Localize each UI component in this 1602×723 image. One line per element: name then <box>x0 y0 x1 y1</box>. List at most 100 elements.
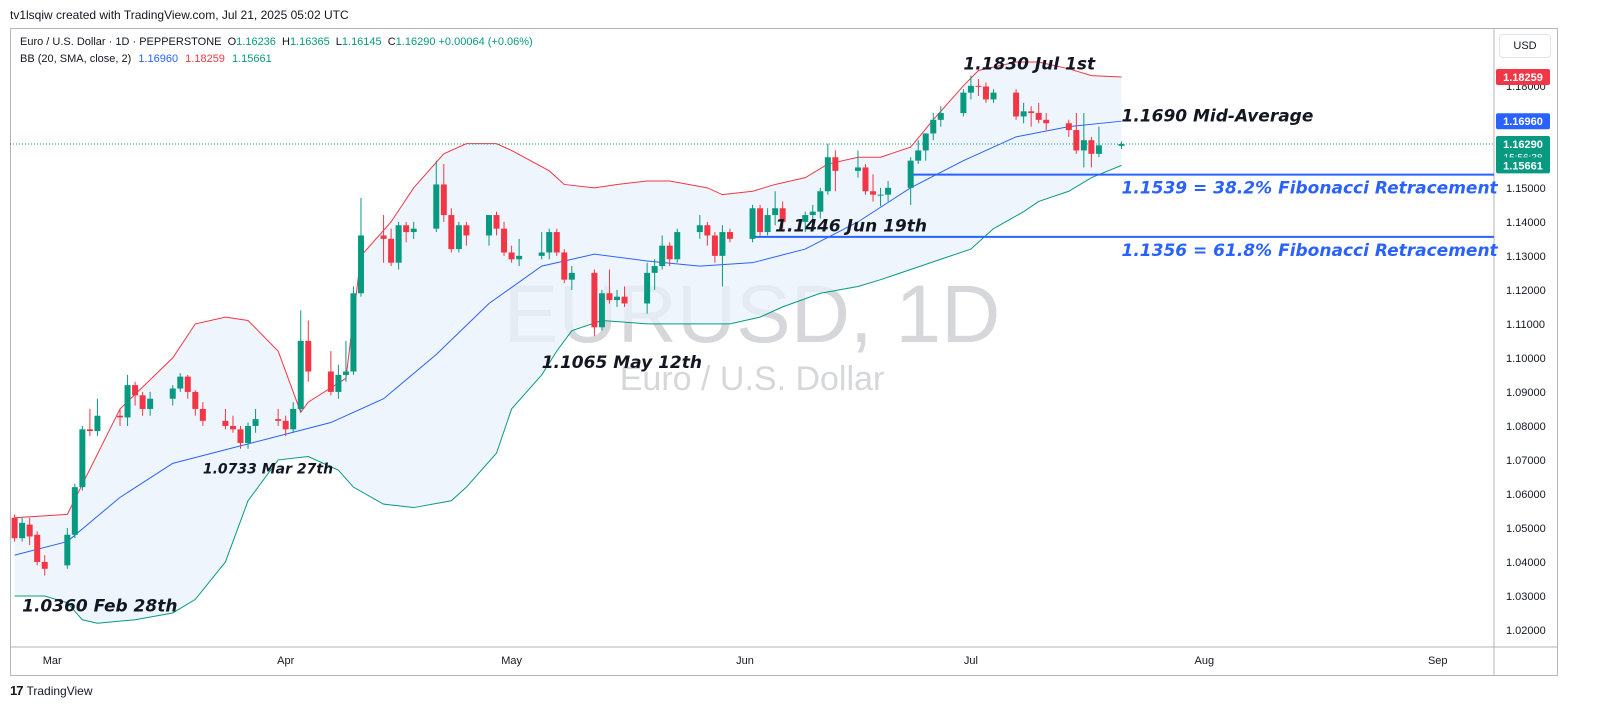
high-value: 1.16365 <box>289 36 330 48</box>
candle <box>245 422 252 449</box>
price-label-text: 1.18259 <box>1503 72 1543 84</box>
candle-body <box>621 296 628 304</box>
candle-body <box>222 420 229 426</box>
candle <box>990 89 997 103</box>
candle-body <box>960 92 967 114</box>
bb-label[interactable]: BB (20, SMA, close, 2) <box>20 53 132 65</box>
candle <box>380 215 387 263</box>
candle <box>184 374 191 399</box>
candle <box>982 82 989 103</box>
candle <box>606 269 613 304</box>
time-tick-label: May <box>501 655 522 667</box>
candle <box>79 425 86 491</box>
candle <box>967 75 974 100</box>
candle-body <box>1020 111 1027 117</box>
bb-upper-value: 1.18259 <box>185 53 225 65</box>
candle <box>1035 102 1042 124</box>
candle <box>621 286 628 307</box>
price-tick-label: 1.14000 <box>1506 217 1546 229</box>
candle-body <box>192 391 199 409</box>
candle <box>34 531 41 566</box>
candle <box>410 221 417 239</box>
candle-body <box>817 191 824 212</box>
candle-body <box>885 187 892 195</box>
candle-body <box>455 225 462 250</box>
candle-body <box>199 408 206 421</box>
candle <box>41 555 48 576</box>
candle <box>357 198 364 297</box>
candle <box>922 133 929 161</box>
candle-body <box>440 184 447 216</box>
candle <box>94 398 101 437</box>
chart-annotation: 1.1356 = 61.8% Fibonacci Retracement <box>1122 241 1499 261</box>
currency-button[interactable]: USD <box>1499 34 1551 58</box>
chart-annotation: 1.1539 = 38.2% Fibonacci Retracement <box>1122 179 1499 199</box>
candle <box>290 402 297 433</box>
chart-credit: tv1lsqiw created with TradingView.com, J… <box>10 8 349 22</box>
price-label: 1.16960 <box>1496 113 1550 130</box>
candle <box>222 408 229 430</box>
candle-body <box>335 374 342 392</box>
candle-body <box>516 255 523 260</box>
candle-body <box>1118 143 1125 146</box>
price-label-text: 1.15661 <box>1503 160 1543 172</box>
price-tick-label: 1.05000 <box>1506 523 1546 535</box>
candle-body <box>990 92 997 100</box>
price-tick-label: 1.11000 <box>1506 319 1545 331</box>
chart-annotation: 1.1065 May 12th <box>542 353 702 373</box>
candle <box>252 408 259 433</box>
candle <box>591 269 598 336</box>
candle-body <box>177 376 184 389</box>
candle-body <box>1043 119 1050 124</box>
candle-body <box>19 522 26 539</box>
candle <box>546 228 553 260</box>
candle-body <box>757 208 764 233</box>
candle <box>403 221 410 243</box>
candle-body <box>245 425 252 443</box>
candle <box>177 373 184 392</box>
candle <box>659 235 666 270</box>
chart-frame[interactable] <box>10 28 1558 676</box>
candle-body <box>704 225 711 236</box>
price-label-text: 1.16960 <box>1503 116 1543 128</box>
candle-body <box>862 167 869 192</box>
price-tick-label: 1.04000 <box>1506 557 1546 569</box>
time-tick-label: Jun <box>736 655 754 667</box>
candle <box>199 402 206 426</box>
candle <box>342 340 349 382</box>
legend-symbol-row: Euro / U.S. Dollar · 1D · PEPPERSTONE O1… <box>20 34 533 51</box>
candle-body <box>922 133 929 151</box>
price-tick-label: 1.13000 <box>1506 251 1546 263</box>
candle <box>930 113 937 141</box>
change-value: +0.00064 (+0.06%) <box>438 36 533 48</box>
candle <box>854 150 861 178</box>
candle-body <box>448 215 455 250</box>
candle-body <box>1013 92 1020 117</box>
candle-body <box>809 211 816 216</box>
candle-body <box>591 272 598 328</box>
candle <box>124 374 131 426</box>
candle-body <box>34 534 41 562</box>
time-tick-label: Aug <box>1195 655 1215 667</box>
symbol-label[interactable]: Euro / U.S. Dollar · 1D · PEPPERSTONE <box>20 36 222 48</box>
brand-label: TradingView <box>26 683 93 698</box>
footer-brand[interactable]: 17 TradingView <box>10 683 93 698</box>
candle <box>553 228 560 256</box>
candle-body <box>282 420 289 430</box>
candle <box>19 517 26 542</box>
price-label: 1.18259 <box>1496 69 1550 86</box>
candle-body <box>305 340 312 372</box>
candle <box>335 364 342 399</box>
legend-bb-row: BB (20, SMA, close, 2) 1.16960 1.18259 1… <box>20 51 533 68</box>
candle <box>975 79 982 97</box>
candle <box>1028 106 1035 127</box>
candle <box>817 187 824 219</box>
candle-body <box>357 235 364 294</box>
candle-body <box>1073 130 1080 151</box>
candle-body <box>252 419 259 426</box>
candle-body <box>1088 140 1095 154</box>
bb-lower-line <box>14 164 1122 624</box>
candle-body <box>1065 123 1072 131</box>
bollinger-band-fill <box>14 62 1122 624</box>
